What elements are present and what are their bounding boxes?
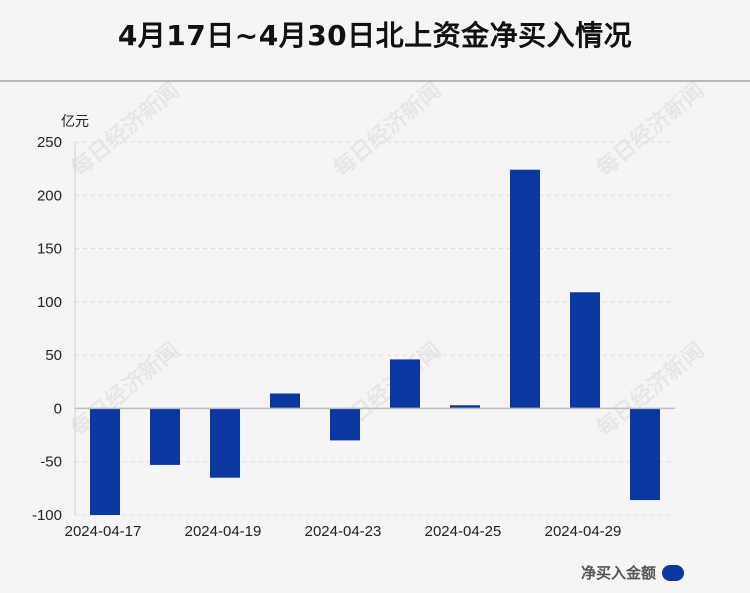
chart-title: 4月17日~4月30日北上资金净买入情况: [117, 19, 633, 52]
x-tick-label: 2024-04-17: [65, 523, 142, 540]
bar-2024-04-17: [90, 408, 120, 515]
y-tick-label: 250: [37, 134, 62, 151]
legend-swatch: [662, 564, 684, 581]
bar-2024-04-26: [510, 169, 540, 409]
y-axis-label: 亿元: [61, 114, 89, 130]
y-tick-label: 200: [37, 187, 62, 204]
y-tick-label: 0: [54, 400, 62, 417]
bar-2024-04-29: [570, 292, 600, 409]
legend: 净买入金额: [581, 562, 684, 583]
y-tick-label: -50: [40, 454, 62, 471]
y-tick-label: 150: [37, 241, 62, 258]
y-tick-label: 100: [37, 294, 62, 311]
x-tick-label: 2024-04-29: [545, 523, 622, 540]
bar-2024-04-25: [450, 405, 480, 409]
x-tick-label: 2024-04-19: [185, 523, 262, 540]
bar-2024-04-23: [330, 408, 360, 441]
bar-2024-04-18: [150, 408, 180, 465]
y-tick-label: -100: [32, 507, 62, 524]
title-divider: [0, 80, 750, 82]
bar-2024-04-19: [210, 408, 240, 478]
legend-label: 净买入金额: [580, 564, 656, 582]
bar-2024-04-30: [630, 408, 660, 501]
bar-2024-04-22: [270, 393, 300, 409]
watermark-2: 每日经济新闻: [592, 77, 710, 182]
y-tick-label: 50: [45, 347, 62, 364]
x-tick-label: 2024-04-23: [305, 523, 382, 540]
x-tick-label: 2024-04-25: [425, 523, 502, 540]
bar-2024-04-24: [390, 359, 420, 409]
watermark-1: 每日经济新闻: [329, 77, 447, 182]
